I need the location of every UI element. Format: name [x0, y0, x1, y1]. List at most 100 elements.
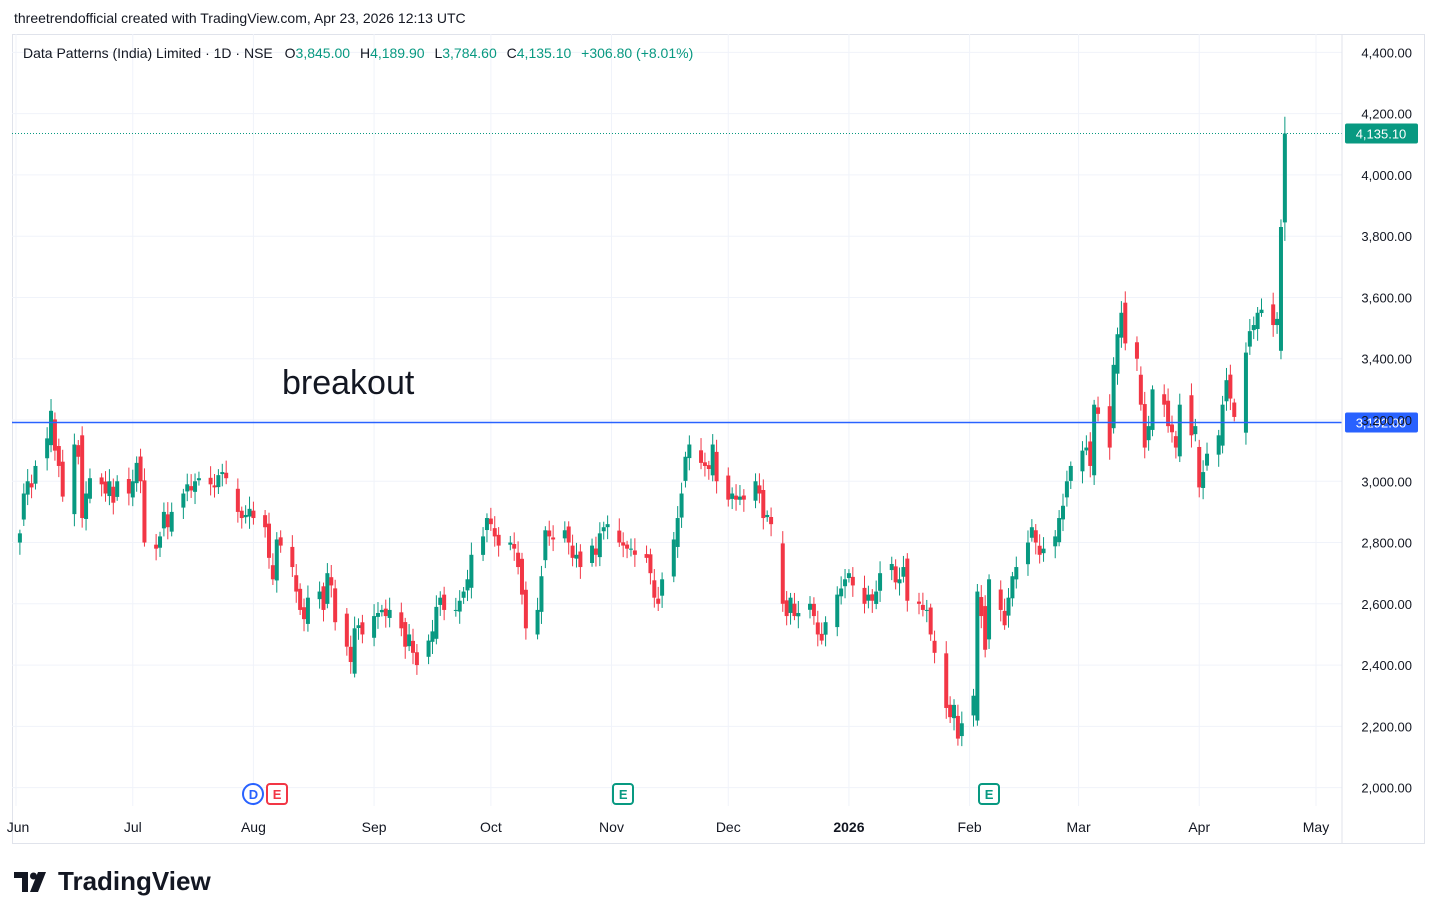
candle[interactable]: [1150, 385, 1155, 437]
candle[interactable]: [924, 599, 929, 623]
candle[interactable]: [142, 468, 147, 547]
candle[interactable]: [862, 575, 867, 614]
candle[interactable]: [1169, 415, 1174, 443]
candle[interactable]: [597, 522, 602, 567]
candle[interactable]: [84, 481, 89, 531]
candle[interactable]: [25, 469, 30, 506]
candle[interactable]: [952, 699, 957, 731]
candle[interactable]: [1025, 530, 1030, 576]
candle[interactable]: [1142, 391, 1147, 459]
candle[interactable]: [687, 435, 692, 471]
candle[interactable]: [111, 478, 116, 515]
candle[interactable]: [278, 530, 283, 553]
candle[interactable]: [975, 584, 980, 726]
candle[interactable]: [932, 630, 937, 664]
candle[interactable]: [348, 635, 353, 674]
candle[interactable]: [49, 399, 54, 453]
candle[interactable]: [874, 580, 879, 610]
candle[interactable]: [1053, 530, 1058, 559]
candle[interactable]: [1123, 291, 1128, 351]
candle[interactable]: [453, 597, 458, 617]
candle[interactable]: [1282, 116, 1287, 241]
candle[interactable]: [438, 591, 443, 616]
candle[interactable]: [1232, 398, 1237, 422]
candle[interactable]: [87, 468, 92, 504]
candle[interactable]: [212, 474, 217, 498]
candle[interactable]: [305, 585, 310, 632]
candle[interactable]: [1166, 388, 1171, 433]
candle[interactable]: [1088, 432, 1093, 478]
candle[interactable]: [675, 506, 680, 558]
candle[interactable]: [679, 482, 684, 528]
candle[interactable]: [1275, 312, 1280, 334]
candle[interactable]: [562, 521, 567, 543]
candle[interactable]: [1092, 399, 1097, 485]
candle[interactable]: [333, 579, 338, 631]
candle[interactable]: [196, 471, 201, 486]
candle[interactable]: [72, 433, 77, 527]
candle[interactable]: [220, 463, 225, 487]
candle[interactable]: [784, 591, 789, 626]
candle[interactable]: [1255, 307, 1260, 341]
candle[interactable]: [866, 585, 871, 609]
candle[interactable]: [1224, 367, 1229, 411]
candle[interactable]: [356, 618, 361, 640]
candle[interactable]: [352, 616, 357, 678]
candle[interactable]: [870, 589, 875, 613]
candle[interactable]: [839, 576, 844, 605]
candle[interactable]: [601, 521, 606, 540]
candle[interactable]: [317, 581, 322, 609]
candle[interactable]: [632, 538, 637, 567]
candle[interactable]: [878, 561, 883, 602]
candle[interactable]: [465, 569, 470, 602]
candle[interactable]: [126, 467, 131, 506]
candle[interactable]: [621, 532, 626, 558]
candle[interactable]: [52, 412, 57, 461]
candle[interactable]: [379, 604, 384, 617]
candle[interactable]: [1251, 316, 1256, 340]
candle[interactable]: [916, 592, 921, 615]
candle[interactable]: [780, 531, 785, 612]
candle[interactable]: [1134, 336, 1139, 371]
candle[interactable]: [130, 469, 135, 507]
candle[interactable]: [959, 711, 964, 747]
candle[interactable]: [461, 586, 466, 604]
candle[interactable]: [508, 535, 513, 551]
candle[interactable]: [1243, 342, 1248, 445]
candle[interactable]: [889, 556, 894, 581]
candle[interactable]: [1197, 439, 1202, 498]
candle[interactable]: [769, 507, 774, 537]
candle[interactable]: [290, 535, 295, 577]
candle[interactable]: [80, 426, 85, 528]
candle[interactable]: [235, 478, 240, 523]
candle[interactable]: [1205, 442, 1210, 471]
candle[interactable]: [979, 585, 984, 629]
candle[interactable]: [216, 469, 221, 495]
candle[interactable]: [652, 569, 657, 608]
earnings-event-icon[interactable]: E: [612, 783, 635, 805]
candle[interactable]: [325, 563, 330, 609]
candle[interactable]: [189, 474, 194, 498]
candle[interactable]: [154, 534, 159, 561]
candle[interactable]: [158, 531, 163, 557]
candle[interactable]: [955, 704, 960, 746]
candle[interactable]: [321, 582, 326, 622]
candle[interactable]: [161, 502, 166, 537]
candle[interactable]: [434, 595, 439, 645]
candle[interactable]: [243, 505, 248, 524]
candle[interactable]: [625, 540, 630, 559]
candle[interactable]: [266, 512, 271, 569]
candle[interactable]: [457, 590, 462, 624]
candle[interactable]: [251, 501, 256, 525]
candle[interactable]: [730, 487, 735, 510]
candle[interactable]: [566, 521, 571, 555]
candle[interactable]: [1033, 524, 1038, 555]
candle[interactable]: [835, 586, 840, 637]
candle[interactable]: [648, 548, 653, 585]
candle[interactable]: [683, 451, 688, 488]
candle[interactable]: [1006, 588, 1011, 628]
candle[interactable]: [60, 449, 65, 502]
candle[interactable]: [488, 507, 493, 531]
candle[interactable]: [971, 688, 976, 727]
candle[interactable]: [165, 502, 170, 540]
